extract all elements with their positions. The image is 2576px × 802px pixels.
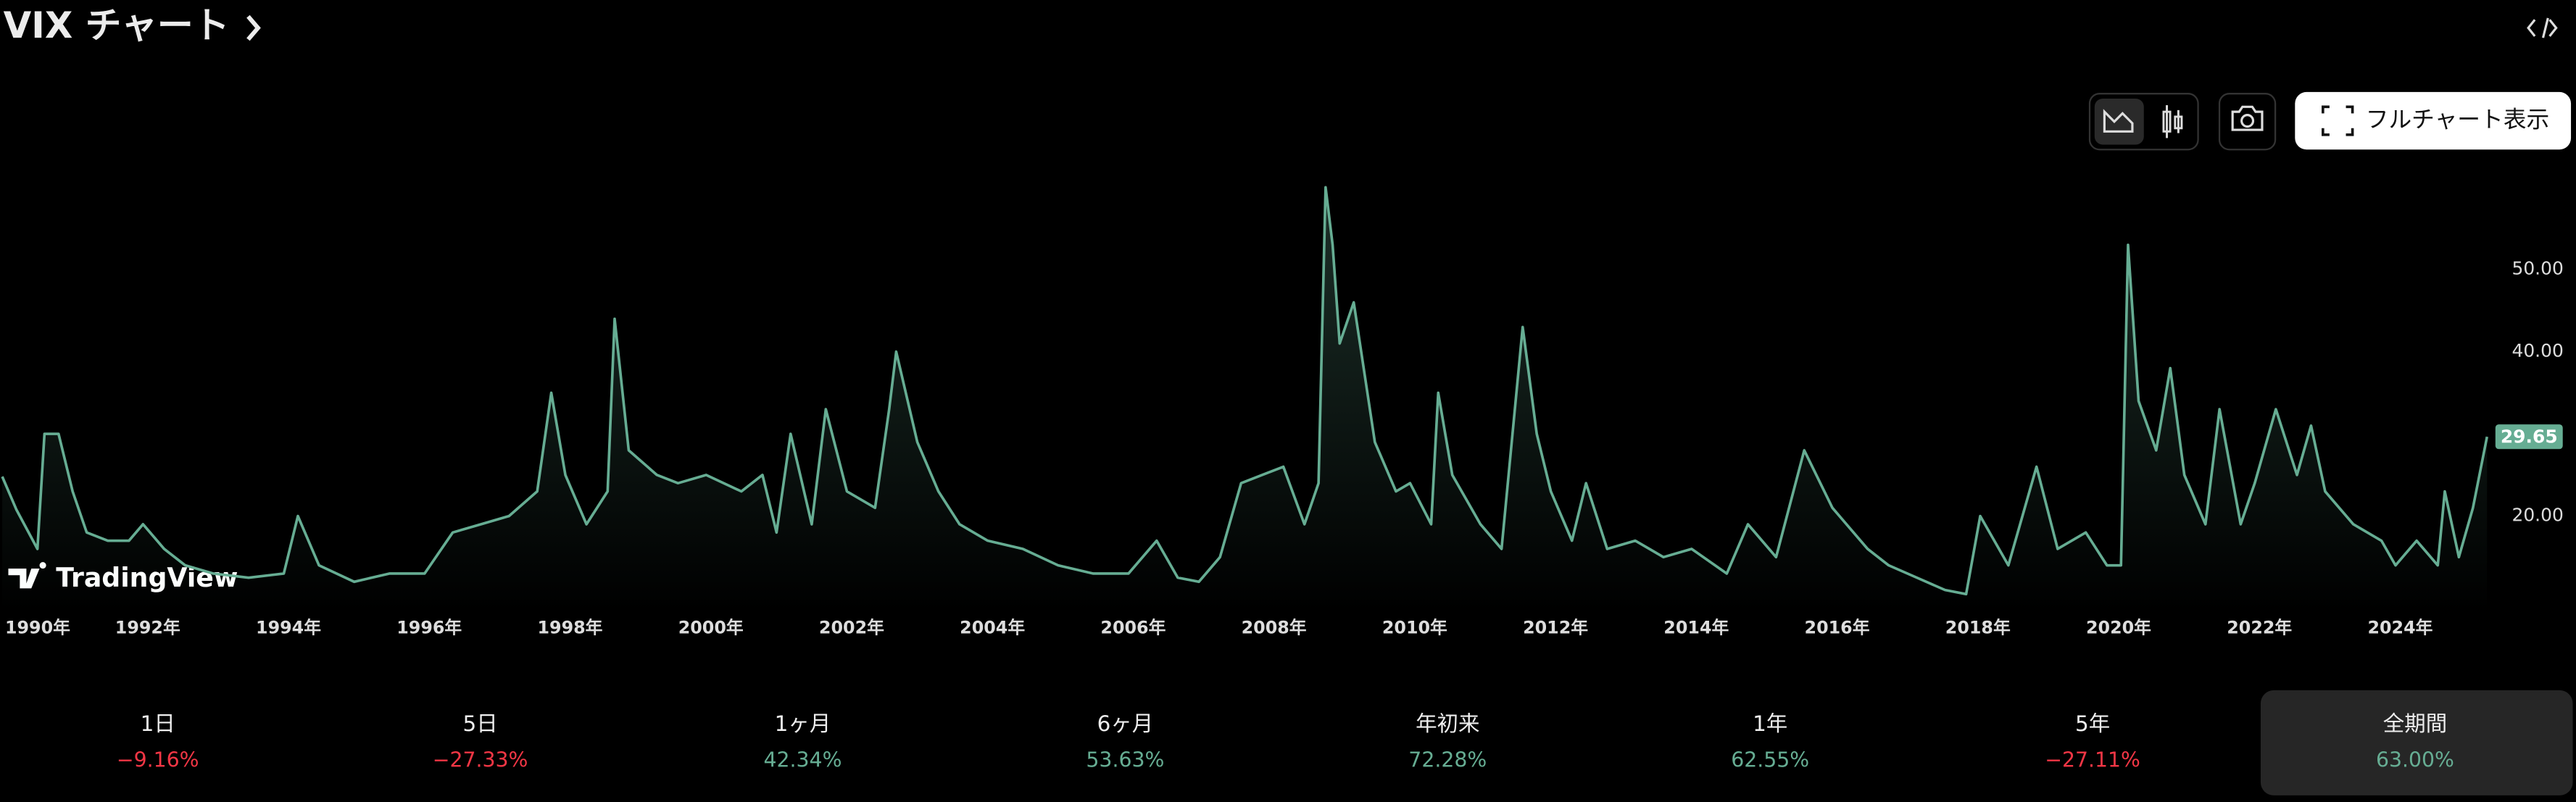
full-chart-label[interactable]: フルチャート表示 <box>2366 107 2549 133</box>
snapshot-button[interactable] <box>2218 93 2277 151</box>
x-tick-label: 1996年 <box>396 617 462 637</box>
period-label[interactable]: 全期間 <box>2383 711 2447 736</box>
period-change[interactable]: 53.63% <box>1086 748 1164 772</box>
y-tick-label: 20.00 <box>2511 505 2563 526</box>
period-label[interactable]: 年初来 <box>1416 711 1479 736</box>
area-style-button[interactable] <box>2094 98 2144 145</box>
y-tick-label: 40.00 <box>2511 340 2563 361</box>
period-change[interactable]: −27.11% <box>2045 748 2140 772</box>
candle-style-button[interactable] <box>2162 105 2183 139</box>
x-tick-label: 1994年 <box>256 617 321 637</box>
period-change[interactable]: −9.16% <box>117 748 199 772</box>
period-stats: 1日 −9.16% 5日 −27.33% 1ヶ月 42.34% 6ヶ月 53.63% 年初来 72… <box>117 690 2573 795</box>
period-label[interactable]: 1年 <box>1753 711 1787 736</box>
area-fill <box>2 187 2488 612</box>
period-change[interactable]: 63.00% <box>2376 748 2454 772</box>
x-tick-label: 2022年 <box>2227 617 2292 637</box>
title[interactable]: VIX チャート <box>4 4 230 46</box>
x-tick-label: 2004年 <box>960 617 1025 637</box>
last-value-label: 29.65 <box>2501 426 2558 447</box>
y-tick-label: 50.00 <box>2511 258 2563 279</box>
title-chevron[interactable] <box>246 15 261 41</box>
period-label[interactable]: 6ヶ月 <box>1097 711 1154 736</box>
x-tick-label: 1990年 <box>5 617 70 637</box>
x-tick-label: 1992年 <box>115 617 180 637</box>
chart: 20.00 40.00 50.00 1990年 1992年 1994年 1996年 1998年… <box>1 186 2564 637</box>
period-selected-bg <box>2260 690 2573 795</box>
x-tick-label: 2000年 <box>678 617 744 637</box>
x-tick-label: 2008年 <box>1242 617 1307 637</box>
x-tick-label: 2020年 <box>2086 617 2151 637</box>
x-tick-label: 2018年 <box>1945 617 2011 637</box>
period-change[interactable]: 62.55% <box>1731 748 1809 772</box>
x-tick-label: 1998年 <box>537 617 602 637</box>
period-change[interactable]: 72.28% <box>1408 748 1487 772</box>
chart-style-group <box>2088 93 2199 151</box>
last-value-badge <box>2495 424 2563 450</box>
price-line <box>1 186 2489 596</box>
period-change[interactable]: 42.34% <box>764 748 842 772</box>
period-label[interactable]: 1日 <box>141 711 175 736</box>
period-change[interactable]: −27.33% <box>433 748 528 772</box>
x-tick-label: 2016年 <box>1805 617 1870 637</box>
camera-icon <box>2231 105 2264 131</box>
period-label[interactable]: 5年 <box>2075 711 2110 736</box>
x-tick-label: 2002年 <box>819 617 884 637</box>
area-icon <box>2103 109 2134 133</box>
period-label[interactable]: 1ヶ月 <box>775 711 831 736</box>
embed-icon[interactable] <box>2527 17 2558 38</box>
x-tick-label: 2024年 <box>2367 617 2432 637</box>
period-label[interactable]: 5日 <box>463 711 498 736</box>
x-tick-label: 2014年 <box>1663 617 1729 637</box>
x-tick-label: 2006年 <box>1100 617 1166 637</box>
x-tick-label: 2010年 <box>1382 617 1447 637</box>
x-tick-label: 2012年 <box>1523 617 1588 637</box>
fullscreen-icon <box>2322 105 2354 136</box>
full-chart-button[interactable] <box>2295 91 2572 150</box>
